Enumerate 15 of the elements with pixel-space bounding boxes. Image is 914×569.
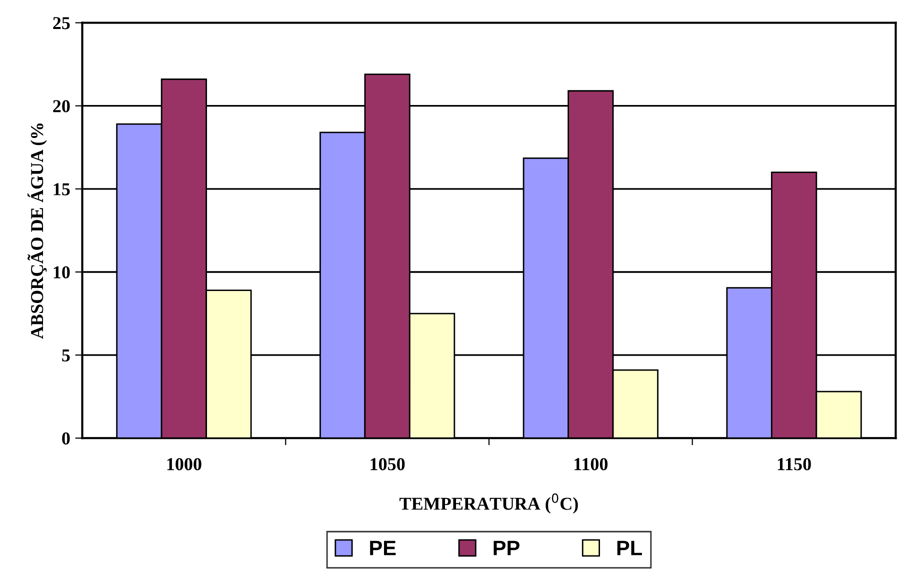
y-tick-label: 15 bbox=[54, 183, 70, 196]
legend-label: PP bbox=[494, 540, 520, 556]
y-tick-label: 0 bbox=[62, 432, 70, 445]
x-axis-title: TEMPERATURA ($^{0}$C) bbox=[400, 493, 578, 514]
y-tick-label: 25 bbox=[53, 17, 70, 30]
legend-label: PL bbox=[617, 540, 642, 556]
x-tick-label: 1050 bbox=[370, 458, 405, 470]
x-tick-label: 1150 bbox=[778, 458, 811, 470]
x-tick-label: 1000 bbox=[167, 458, 202, 470]
y-tick-label: 10 bbox=[54, 266, 70, 278]
y-tick-label: 5 bbox=[62, 349, 70, 362]
x-tick-label: 1100 bbox=[574, 458, 608, 470]
legend-label: PE bbox=[370, 540, 396, 556]
y-tick-label: 20 bbox=[53, 100, 70, 112]
y-axis-title: ABSORÇÃO DE ÁGUA (% bbox=[28, 124, 47, 339]
